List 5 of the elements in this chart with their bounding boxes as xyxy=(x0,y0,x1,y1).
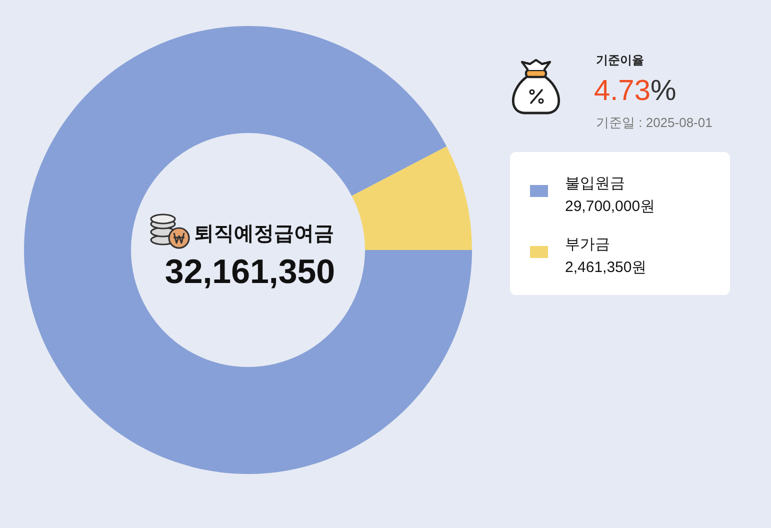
annotation: 32,161,350 xyxy=(164,253,336,291)
title: 퇴직예정급여금 xyxy=(194,223,334,245)
annotation: 기준이율 xyxy=(596,53,644,67)
annotation: 기준일 : 2025-08-01 xyxy=(596,115,712,130)
annotation: 4.73% xyxy=(594,75,676,107)
